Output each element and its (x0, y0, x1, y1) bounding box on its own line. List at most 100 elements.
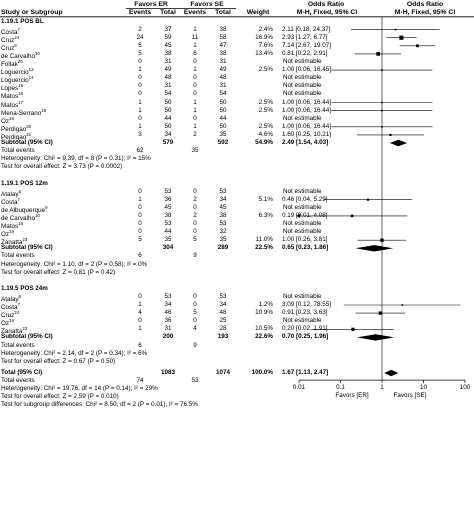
total-favors-er: 36 (164, 317, 172, 325)
events-favors-se: 0 (193, 58, 197, 65)
study-weight: 6.3% (258, 211, 273, 219)
subtotal-label: Subtotal (95% CI) (1, 139, 53, 146)
point-estimate-square (401, 304, 404, 306)
study-name-text: Atalay (1, 295, 19, 303)
odds-ratio-ci: 1.00 [0.26, 3.81] (282, 236, 328, 244)
study-reference: 16 (18, 91, 24, 97)
total-n-er: 1083 (160, 369, 175, 377)
events-favors-er: 0 (138, 90, 142, 98)
study-name-text: Costa (1, 28, 18, 36)
total-favors-se: 53 (219, 292, 227, 300)
study-name-text: Costa (1, 198, 18, 206)
study-weight: 16.9% (255, 33, 273, 41)
study-reference: 24 (14, 34, 20, 40)
total-events-er: 62 (136, 147, 144, 155)
odds-ratio-ci: 0.91 [0.23, 3.63] (282, 309, 328, 317)
study-reference: 7 (17, 26, 20, 32)
study-name: Cruz24 (1, 34, 19, 45)
total-favors-se: 53 (219, 187, 227, 195)
study-name: Oz19 (1, 317, 14, 328)
study-name: Matos16 (1, 220, 23, 231)
subtotal-diamond (355, 245, 394, 252)
study-name-text: de Carvalho (1, 214, 35, 222)
events-favors-er: 5 (138, 49, 142, 57)
events-favors-se: 1 (193, 25, 197, 33)
overall-effect-text: Test for overall effect: Z = 3.73 (P = 0… (1, 163, 123, 171)
study-name: Costa7 (1, 196, 20, 207)
study-name: Costa7 (1, 26, 20, 37)
total-favors-er: 31 (164, 58, 172, 65)
events-favors-se: 1 (193, 41, 197, 49)
point-estimate-square (350, 214, 354, 218)
events-favors-er: 1 (138, 66, 142, 74)
total-favors-se: 50 (219, 106, 227, 114)
total-favors-er: 53 (164, 292, 172, 300)
total-favors-er: 49 (164, 66, 172, 74)
overall-events-label: Total events (1, 377, 35, 385)
study-reference: 20 (26, 123, 32, 129)
total-favors-se: 47 (219, 41, 227, 49)
subgroup-title: 1.19.1 POS 12m (1, 179, 48, 187)
odds-ratio-ci: Not estimable (283, 74, 322, 82)
study-reference: 20 (17, 59, 23, 64)
total-favors-er: 53 (164, 187, 172, 195)
study-reference: 23 (22, 326, 28, 332)
study-name: Lopes15 (1, 82, 23, 93)
total-favors-er: 48 (164, 74, 172, 82)
total-favors-se: 25 (219, 317, 227, 325)
point-estimate-square (351, 327, 355, 331)
study-name-text: Oz (1, 320, 10, 328)
study-weight: 13.4% (255, 49, 273, 57)
study-name: Zanatta23 (1, 325, 27, 336)
odds-ratio-ci: Not estimable (283, 228, 322, 236)
study-name: Perdigao21 (1, 131, 31, 142)
overall-heterogeneity: Heterogeneity: Chi² = 19.76, df = 14 (P … (1, 385, 158, 393)
events-favors-er: 0 (138, 220, 142, 227)
events-favors-se: 5 (193, 236, 197, 244)
study-name-text: Zanatta (1, 328, 23, 336)
events-favors-er: 0 (138, 211, 142, 219)
total-favors-er: 34 (164, 301, 172, 308)
study-name: Cruz24 (1, 309, 19, 320)
events-favors-se: 2 (193, 211, 197, 219)
events-favors-se: 5 (193, 309, 197, 317)
col-header-or-title: Odds Ratio (307, 1, 345, 8)
x-tick-label: 10 (419, 383, 427, 391)
study-reference: 10 (34, 212, 40, 218)
total-favors-er: 44 (164, 228, 172, 236)
study-name-text: Oz (1, 231, 10, 239)
events-favors-er: 0 (138, 114, 142, 122)
study-name-text: Perdigao (1, 133, 27, 141)
study-name: de Albuquerque9 (1, 204, 48, 215)
total-favors-se: 34 (219, 195, 227, 203)
study-name: Atalay6 (1, 293, 21, 304)
total-favors-se: 54 (219, 90, 227, 98)
subtotal-label: Subtotal (95% CI) (1, 244, 53, 252)
study-reference: 9 (45, 204, 48, 210)
total-favors-se: 31 (219, 58, 227, 65)
overall-effect-text: Test for overall effect: Z = 0.67 (P = 0… (1, 357, 116, 365)
events-favors-se: 2 (193, 130, 197, 138)
events-favors-er: 0 (138, 228, 142, 236)
total-favors-er: 35 (164, 236, 172, 244)
events-favors-er: 0 (138, 317, 142, 325)
study-reference: 6 (18, 188, 21, 194)
total-favors-se: 35 (219, 236, 227, 244)
study-weight: 5.1% (258, 195, 273, 203)
total-favors-er: 37 (164, 25, 172, 33)
total-favors-er: 34 (164, 130, 172, 138)
study-name: Oz19 (1, 115, 14, 126)
col-header-events1: Events (128, 9, 152, 16)
odds-ratio-ci: 1.00 [0.06, 16.44] (282, 106, 332, 114)
study-reference: 7 (17, 196, 20, 202)
col-header-weight: Weight (246, 9, 270, 16)
study-weight: 2.4% (258, 25, 273, 33)
subtotal-n-er: 200 (162, 333, 174, 341)
study-name: Atalay6 (1, 188, 21, 199)
total-favors-er: 44 (164, 114, 172, 122)
favors-right-label: Favors [SE] (393, 392, 427, 400)
odds-ratio-ci: 1.60 [0.25, 10.21] (282, 130, 332, 138)
study-weight: 10.5% (255, 325, 273, 333)
events-favors-er: 0 (138, 58, 142, 65)
subgroup-title: 1.19.1 POS BL (1, 17, 44, 25)
